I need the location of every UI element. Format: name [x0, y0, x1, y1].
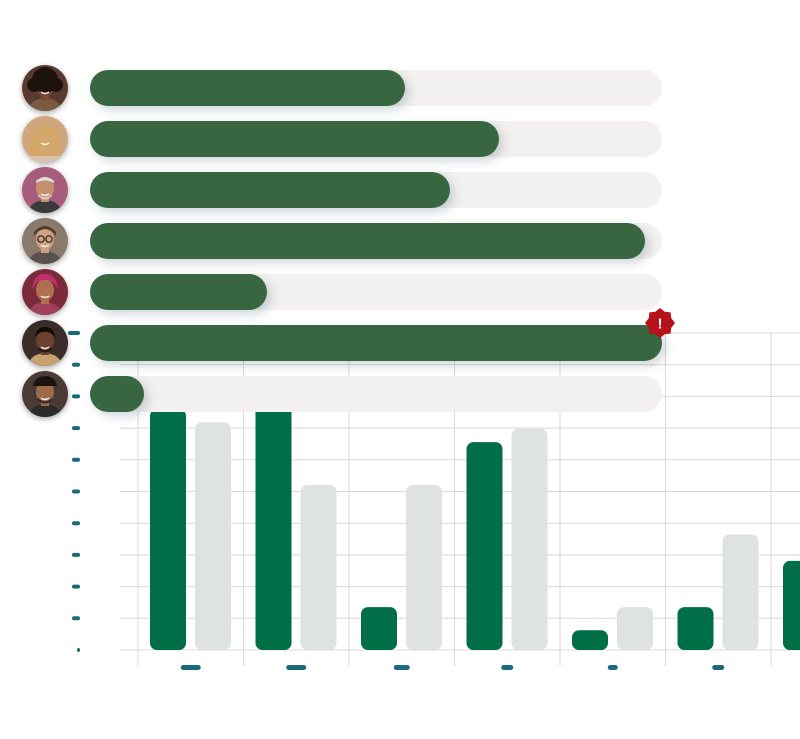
progress-track [90, 70, 662, 106]
x-tick-marker [607, 665, 618, 670]
bar-series-1 [150, 409, 186, 650]
progress-row [22, 167, 682, 213]
x-tick-marker [501, 665, 514, 670]
bar-series-1 [783, 560, 800, 650]
progress-track [90, 376, 662, 412]
progress-row [22, 371, 682, 417]
man-with-glasses-avatar [22, 218, 68, 264]
y-tick-marker [72, 489, 80, 494]
bar-series-2 [195, 422, 231, 650]
progress-row [22, 218, 682, 264]
progress-fill [90, 223, 645, 259]
x-tick-marker [286, 665, 307, 670]
y-tick-marker [72, 584, 80, 589]
smiling-man-avatar [22, 320, 68, 366]
y-tick-marker [72, 394, 80, 399]
progress-row: ! [22, 308, 682, 366]
bar-series-2 [511, 428, 548, 650]
bar-series-2 [300, 485, 337, 650]
progress-fill [90, 70, 405, 106]
progress-fill [90, 274, 268, 310]
bar-series-1 [572, 630, 608, 650]
y-tick-marker [72, 457, 80, 462]
bald-bearded-man-avatar [22, 167, 68, 213]
progress-fill [90, 121, 499, 157]
bar-series-2 [722, 534, 759, 650]
woman-curly-hair-avatar [22, 65, 68, 111]
woman-blonde-hair-avatar [22, 116, 68, 162]
y-tick-marker [68, 331, 80, 335]
progress-row [22, 269, 682, 315]
exclamation-badge-icon: ! [645, 308, 675, 338]
progress-row [22, 65, 682, 111]
bar-series-2 [617, 607, 653, 650]
progress-fill [90, 172, 451, 208]
y-tick-marker [77, 648, 80, 652]
bar-series-2 [406, 485, 442, 650]
y-tick-marker [72, 362, 80, 367]
x-tick-marker [712, 665, 725, 670]
y-tick-marker [72, 552, 80, 557]
y-tick-marker [72, 426, 80, 431]
y-tick-marker [72, 521, 80, 526]
y-tick-marker [72, 616, 80, 621]
progress-track [90, 325, 662, 361]
x-tick-marker [393, 665, 410, 670]
progress-track [90, 274, 662, 310]
bar-series-1 [677, 607, 714, 650]
woman-with-headscarf-avatar [22, 269, 68, 315]
progress-track [90, 121, 662, 157]
progress-track [90, 172, 662, 208]
x-tick-marker [180, 665, 201, 670]
progress-row [22, 116, 682, 162]
man-with-cap-avatar [22, 371, 68, 417]
progress-list: ! [22, 65, 682, 417]
bar-series-1 [255, 399, 292, 650]
bar-series-1 [466, 442, 503, 650]
progress-fill [90, 376, 145, 412]
alert-glyph: ! [658, 316, 663, 333]
progress-track [90, 223, 662, 259]
progress-fill [90, 325, 662, 361]
bar-series-1 [361, 607, 397, 650]
